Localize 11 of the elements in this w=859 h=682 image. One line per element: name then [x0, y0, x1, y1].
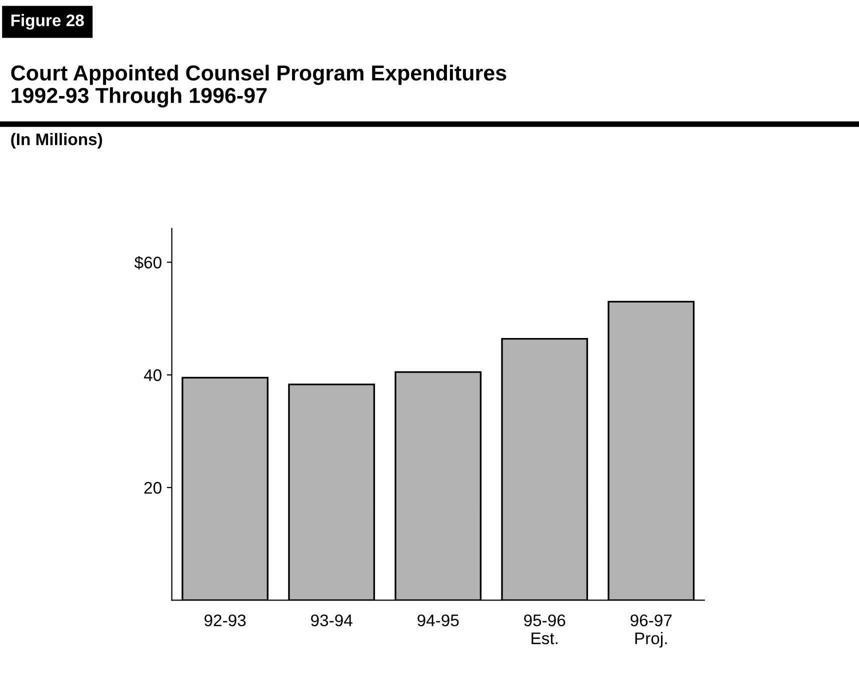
x-tick-label: 92-93	[204, 614, 246, 626]
y-tick-label: 20	[144, 482, 162, 494]
chart-title: Court Appointed Counsel Program Expenditures 1992-93 Through 1996-97	[11, 64, 506, 108]
x-tick-label: 93-94	[311, 614, 352, 626]
caption: Figure 28	[11, 14, 84, 30]
y-tick-label: $60	[134, 256, 162, 270]
x-tick-label: 94-95	[418, 614, 459, 626]
chart-subtitle: (In Millions)	[11, 132, 102, 149]
x-tick-label: 96-97 Proj.	[630, 614, 672, 648]
x-tick-label: 95-96 Est.	[524, 614, 566, 644]
y-tick-label: 40	[144, 369, 162, 382]
